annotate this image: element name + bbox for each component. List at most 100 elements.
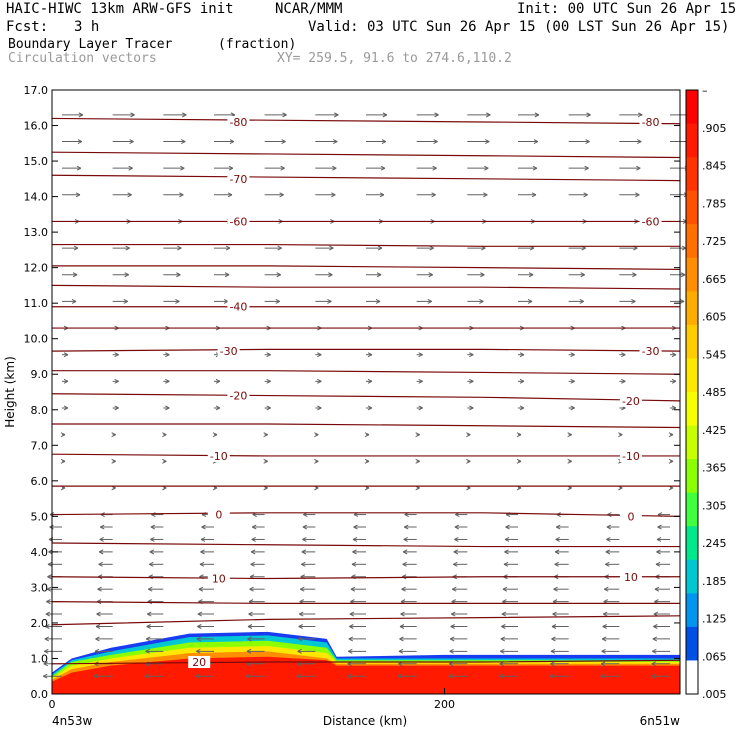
vector-arrow-head xyxy=(367,405,373,411)
vector-arrow-head xyxy=(60,458,66,464)
vector-arrow-head xyxy=(668,458,674,464)
vector-arrow-head xyxy=(71,298,77,304)
colorbar-label: .785 xyxy=(702,197,727,210)
vector-arrow-head xyxy=(198,586,204,592)
vector-arrow-head xyxy=(681,245,687,251)
vector-arrow-head xyxy=(215,405,221,411)
vector-arrow-head xyxy=(331,192,336,198)
vector-arrow-head xyxy=(637,112,643,118)
contour-label-bg xyxy=(207,449,230,462)
vector-arrow-head xyxy=(63,378,69,384)
contour-label: 10 xyxy=(624,571,638,584)
colorbar-swatch xyxy=(686,324,698,359)
vector-arrow-head xyxy=(631,298,636,304)
contour-label: -30 xyxy=(220,345,238,358)
contour-label: -80 xyxy=(642,116,660,129)
vector-arrow-head xyxy=(317,405,322,411)
vector-arrow-head xyxy=(266,352,271,358)
vector-arrow-head xyxy=(427,298,432,304)
vector-arrow-head xyxy=(503,561,509,567)
vector-arrow-head xyxy=(485,139,490,144)
x-tick-label: 0 xyxy=(49,698,56,711)
colorbar-swatch xyxy=(686,358,698,393)
vector-arrow-head xyxy=(567,458,572,464)
vector-arrow-head xyxy=(72,272,78,278)
vector-arrow-head xyxy=(298,611,304,617)
colorbar-label: .365 xyxy=(702,462,727,475)
contour-line xyxy=(51,453,680,457)
colorbar-swatch xyxy=(686,224,698,259)
vector-arrow-head xyxy=(47,561,53,567)
vector-arrow-head xyxy=(671,352,677,358)
vector-arrow-head xyxy=(398,648,404,654)
contour-line xyxy=(51,284,681,290)
y-axis-label: Height (km) xyxy=(3,356,17,427)
y-tick-label: 0.0 xyxy=(31,688,49,701)
vector-arrow-head xyxy=(483,192,488,198)
vector-arrow-head xyxy=(150,524,156,530)
colorbar-label: .005 xyxy=(702,688,727,701)
fcst-value: 3 h xyxy=(74,19,100,35)
vector-arrow-head xyxy=(516,458,522,464)
vector-arrow-head xyxy=(402,561,407,567)
vector-arrow-head xyxy=(499,673,504,679)
vector-arrow-head xyxy=(43,673,48,679)
vector-arrow-head xyxy=(97,586,102,592)
model-title: HAIC-HIWC 13km ARW-GFS init xyxy=(6,1,234,17)
vector-arrow-head xyxy=(635,192,640,198)
vector-arrow-head xyxy=(605,549,611,555)
contour-label-bg xyxy=(227,115,250,128)
vector-arrow-head xyxy=(469,405,474,411)
vector-arrow-head xyxy=(466,432,471,438)
contour-label: -20 xyxy=(622,395,640,408)
vector-arrow-head xyxy=(317,352,322,358)
vector-arrow-head xyxy=(277,245,282,251)
vector-arrow-head xyxy=(403,524,409,530)
vector-arrow-head xyxy=(680,272,686,278)
vector-arrow-head xyxy=(656,549,661,555)
vector-arrow-head xyxy=(550,648,556,654)
vector-arrow-head xyxy=(606,524,612,530)
y-tick-label: 10.0 xyxy=(24,333,49,346)
y-tick-label: 6.0 xyxy=(31,475,49,488)
vector-arrow-head xyxy=(364,432,370,438)
vector-arrow-head xyxy=(367,378,373,384)
vector-arrow-head xyxy=(605,561,610,567)
vector-arrow-head xyxy=(379,192,385,198)
vector-arrow-head xyxy=(452,586,457,592)
vector-arrow-head xyxy=(621,352,626,358)
contour-label-bg xyxy=(227,215,250,228)
vector-arrow-head xyxy=(196,636,202,642)
vector-arrow-head xyxy=(567,432,572,438)
contour-label-bg xyxy=(619,510,642,523)
vector-arrow-head xyxy=(225,245,231,251)
colorbar-label: .065 xyxy=(702,650,727,663)
vector-arrow-head xyxy=(227,192,233,198)
vector-arrow-head xyxy=(500,636,506,642)
vector-arrow-head xyxy=(43,661,48,667)
valid-time: Valid: 03 UTC Sun 26 Apr 15 (00 LST Sun … xyxy=(308,19,730,35)
colorbar-label: .605 xyxy=(702,311,727,324)
contour-line xyxy=(51,393,681,402)
x-tick-label: 200 xyxy=(434,698,455,711)
axes: 0.0 1.0 2.0 3.0 4.0 5.0 6.0 7.0 8.0 9.0 10.0 11.0 12… xyxy=(24,84,680,711)
vector-arrow-head xyxy=(177,245,182,251)
x-axis-label: Distance (km) xyxy=(323,714,407,728)
vector-arrow-head xyxy=(450,611,456,617)
colorbar-swatch xyxy=(686,190,698,225)
vector-arrow-head xyxy=(382,112,388,118)
vector-arrow-head xyxy=(570,405,575,411)
vector-arrow-head xyxy=(300,586,305,592)
vector-arrow-head xyxy=(401,586,406,592)
vector-arrow-head xyxy=(652,648,657,654)
vector-arrow-head xyxy=(618,432,623,438)
y-tick-label: 3.0 xyxy=(31,581,49,594)
contour-label-bg xyxy=(227,389,250,402)
vector-arrow-head xyxy=(266,405,271,411)
vector-arrow-head xyxy=(333,112,339,118)
colorbar-swatch xyxy=(686,559,698,594)
vector-arrow-head xyxy=(314,458,319,464)
vector-arrow-head xyxy=(297,648,302,654)
vector-arrow-head xyxy=(73,245,79,251)
vector-arrow-head xyxy=(519,352,525,358)
